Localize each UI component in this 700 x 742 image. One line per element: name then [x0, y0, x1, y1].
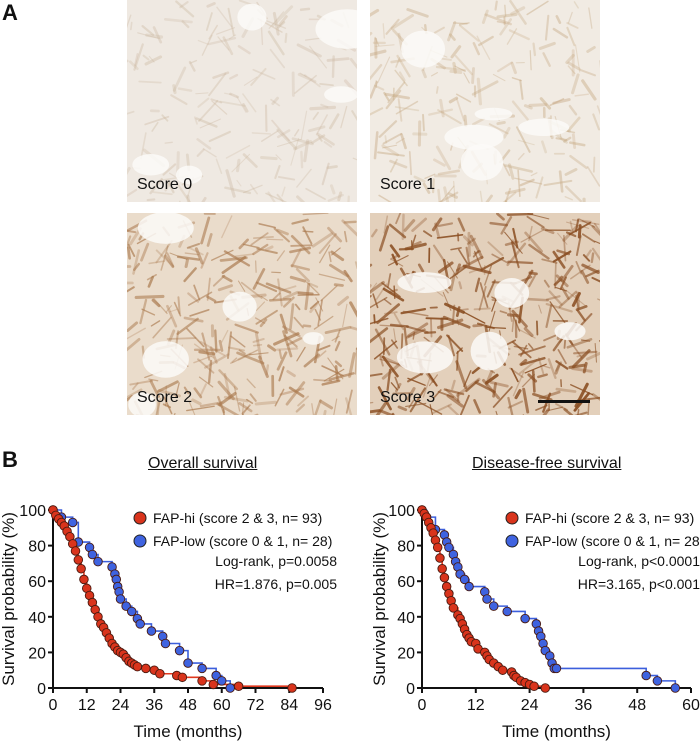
- scale-bar: [538, 400, 590, 403]
- tissue-image: [127, 0, 357, 202]
- svg-text:0: 0: [418, 697, 427, 714]
- micrograph-score-0: Score 0: [127, 0, 357, 202]
- svg-text:96: 96: [314, 697, 332, 714]
- svg-text:24: 24: [521, 697, 539, 714]
- micrograph-score-2: Score 2: [127, 213, 357, 415]
- micrograph-score-3: Score 3: [370, 213, 600, 415]
- svg-text:Log-rank, p<0.0001: Log-rank, p<0.0001: [578, 553, 700, 569]
- svg-text:100: 100: [388, 503, 415, 520]
- micrograph-label: Score 3: [380, 389, 436, 406]
- micrograph-label: Score 1: [380, 176, 436, 193]
- svg-text:FAP-low (score 0 & 1, n= 28): FAP-low (score 0 & 1, n= 28): [525, 533, 700, 549]
- svg-text:HR=3.165, p<0.001: HR=3.165, p<0.001: [578, 576, 700, 592]
- svg-text:Survival probability (%): Survival probability (%): [370, 512, 389, 686]
- micrograph-label: Score 0: [137, 176, 193, 193]
- svg-text:0: 0: [37, 681, 46, 698]
- svg-text:FAP-hi (score 2 & 3, n= 93): FAP-hi (score 2 & 3, n= 93): [153, 510, 322, 526]
- micrograph-score-1: Score 1: [370, 0, 600, 202]
- panel-b-label: B: [2, 447, 18, 472]
- tissue-image: [370, 0, 600, 202]
- svg-text:40: 40: [28, 610, 46, 627]
- svg-text:48: 48: [179, 697, 197, 714]
- svg-text:60: 60: [397, 574, 415, 591]
- svg-text:36: 36: [145, 697, 163, 714]
- km-chart-overall-survival: 0 20 40 60 80 100 0 12 24 36 48 60 72 84 96 Time (month…: [0, 503, 337, 741]
- panel-a-label: A: [2, 0, 18, 25]
- svg-text:60: 60: [682, 697, 700, 714]
- svg-text:Time (months): Time (months): [502, 722, 611, 741]
- svg-text:80: 80: [28, 539, 46, 556]
- tissue-image: [127, 213, 357, 415]
- svg-text:20: 20: [28, 645, 46, 662]
- svg-text:60: 60: [213, 697, 231, 714]
- svg-text:0: 0: [49, 697, 58, 714]
- tissue-image: [370, 213, 600, 415]
- svg-text:Time (months): Time (months): [134, 722, 243, 741]
- micrograph-label: Score 2: [137, 389, 193, 406]
- svg-text:0: 0: [406, 681, 415, 698]
- svg-text:FAP-hi (score 2 & 3, n= 93): FAP-hi (score 2 & 3, n= 93): [525, 510, 694, 526]
- svg-text:84: 84: [280, 697, 298, 714]
- svg-text:20: 20: [397, 645, 415, 662]
- svg-text:36: 36: [575, 697, 593, 714]
- svg-text:72: 72: [247, 697, 265, 714]
- svg-text:48: 48: [628, 697, 646, 714]
- svg-text:Log-rank, p=0.0058: Log-rank, p=0.0058: [215, 553, 337, 569]
- svg-text:Survival probability (%): Survival probability (%): [0, 512, 18, 686]
- svg-text:24: 24: [112, 697, 130, 714]
- svg-text:40: 40: [397, 610, 415, 627]
- svg-text:80: 80: [397, 539, 415, 556]
- svg-text:HR=1.876, p=0.005: HR=1.876, p=0.005: [215, 576, 337, 592]
- svg-text:100: 100: [19, 503, 46, 520]
- chart-title-disease-free-survival: Disease-free survival: [472, 455, 622, 472]
- svg-text:12: 12: [467, 697, 485, 714]
- svg-text:60: 60: [28, 574, 46, 591]
- svg-text:FAP-low (score 0 & 1, n= 28): FAP-low (score 0 & 1, n= 28): [153, 533, 332, 549]
- chart-title-overall-survival: Overall survival: [148, 455, 258, 472]
- svg-text:12: 12: [78, 697, 96, 714]
